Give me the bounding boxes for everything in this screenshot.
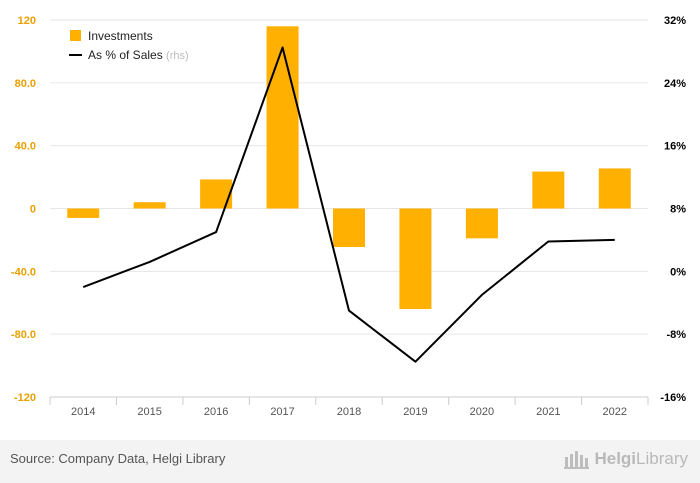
x-tick-label: 2018 [337, 406, 361, 418]
x-tick-label: 2021 [536, 406, 560, 418]
bar-2015[interactable] [133, 202, 166, 209]
right-tick-label: -16% [660, 392, 686, 404]
bar-2018[interactable] [333, 208, 365, 247]
logo-text-helgi: Helgi [594, 449, 637, 468]
chart: 120 80.0 40.0 0 -40.0 -80.0 -120 32% 24% 16% 8% 0%… [11, 15, 686, 418]
x-tick-label: 2017 [270, 406, 294, 418]
right-tick-label: 8% [670, 204, 686, 216]
x-tick-label: 2016 [204, 406, 228, 418]
helgi-library-logo[interactable]: Helgi Library [564, 449, 688, 469]
left-axis-labels: 120 80.0 40.0 0 -40.0 -80.0 -120 [11, 15, 36, 404]
x-tick-label: 2022 [603, 406, 627, 418]
right-tick-label: 16% [664, 141, 686, 153]
investment-bars [67, 26, 631, 310]
x-tick-label: 2014 [71, 406, 95, 418]
footer: Source: Company Data, Helgi Library Helg… [0, 440, 700, 483]
right-tick-label: 32% [664, 15, 686, 27]
legend-investments-swatch [70, 30, 81, 41]
x-tick-label: 2015 [137, 406, 161, 418]
legend-ratio-label[interactable]: As % of Sales (rhs) [88, 48, 189, 62]
x-tick-label: 2019 [403, 406, 427, 418]
bar-2019[interactable] [399, 208, 432, 310]
right-tick-label: -8% [666, 329, 686, 341]
left-tick-label: 0 [30, 204, 36, 216]
left-tick-label: 120 [18, 15, 36, 27]
logo-text-library: Library [636, 449, 688, 468]
sales-ratio-line [82, 46, 615, 363]
left-tick-label: 40.0 [15, 141, 36, 153]
x-axis: 2014 2015 2016 2017 2018 2019 2020 2021 2022 [49, 396, 649, 418]
bar-2021[interactable] [532, 171, 565, 209]
left-tick-label: -40.0 [11, 266, 36, 278]
left-tick-label: -120 [14, 392, 36, 404]
sales-ratio-polyline[interactable] [82, 46, 615, 363]
legend-investments-label[interactable]: Investments [88, 29, 153, 43]
library-icon [564, 451, 590, 469]
bar-2017[interactable] [266, 26, 299, 209]
right-axis-labels: 32% 24% 16% 8% 0% -8% -16% [660, 15, 686, 404]
bar-2016[interactable] [200, 179, 233, 209]
bar-2014[interactable] [67, 208, 100, 218]
right-tick-label: 0% [670, 266, 686, 278]
right-tick-label: 24% [664, 78, 686, 90]
x-tick-label: 2020 [470, 406, 494, 418]
bar-2022[interactable] [598, 168, 631, 209]
left-tick-label: -80.0 [11, 329, 36, 341]
left-tick-label: 80.0 [15, 78, 36, 90]
legend: Investments As % of Sales (rhs) [69, 29, 189, 62]
bar-2020[interactable] [465, 208, 498, 239]
source-text: Source: Company Data, Helgi Library [10, 451, 226, 466]
